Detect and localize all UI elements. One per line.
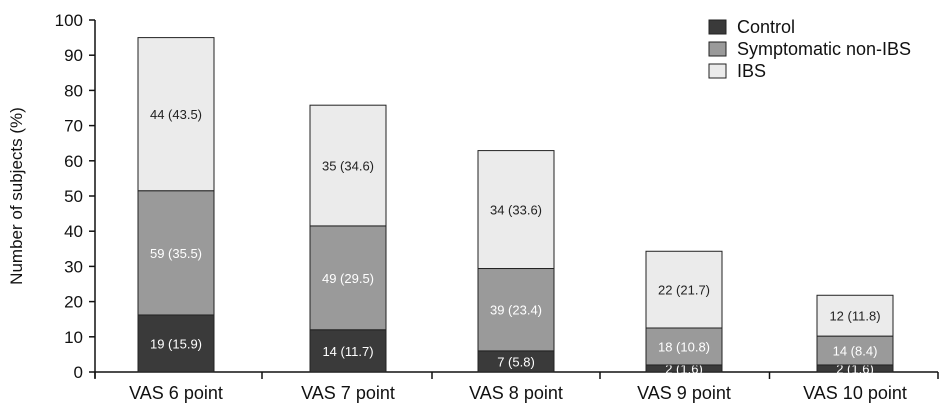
y-tick-label: 20	[64, 293, 83, 312]
legend-label: Control	[737, 17, 795, 37]
bar-segment	[816, 335, 894, 366]
data-label: 14 (8.4)	[833, 344, 878, 359]
y-tick-label: 0	[74, 363, 83, 382]
y-tick-label: 100	[55, 11, 83, 30]
bar-segment	[309, 225, 387, 331]
y-tick-label: 80	[64, 81, 83, 100]
data-label: 35 (34.6)	[322, 159, 374, 174]
bar-segment	[477, 150, 555, 270]
legend-swatch	[708, 19, 727, 35]
data-label: 7 (5.8)	[497, 354, 535, 369]
data-label: 19 (15.9)	[150, 336, 202, 351]
data-label: 18 (10.8)	[658, 339, 710, 354]
bar-segment	[477, 268, 555, 352]
legend-swatch	[708, 63, 727, 79]
y-tick-label: 60	[64, 152, 83, 171]
data-label: 49 (29.5)	[322, 271, 374, 286]
bar-segment	[309, 104, 387, 227]
y-tick-label: 50	[64, 187, 83, 206]
bar-segment	[137, 190, 215, 316]
y-tick-label: 40	[64, 222, 83, 241]
bar-segment	[645, 250, 723, 329]
data-label: 44 (43.5)	[150, 107, 202, 122]
data-label: 12 (11.8)	[829, 309, 880, 324]
x-category-label: VAS 6 point	[129, 383, 223, 403]
x-category-label: VAS 8 point	[469, 383, 563, 403]
bar-segment	[645, 327, 723, 366]
y-tick-label: 30	[64, 257, 83, 276]
axes: 0 10 20 30 40 50 60 70 80 90 100 VAS 6 point VAS 7 p…	[55, 11, 939, 403]
y-tick-label: 10	[64, 328, 83, 347]
x-category-label: VAS 7 point	[301, 383, 395, 403]
data-label: 39 (23.4)	[490, 303, 542, 318]
y-axis-title: Number of subjects (%)	[7, 107, 26, 285]
bar-segment	[816, 294, 894, 337]
bars: 19 (15.9) 59 (35.5) 44 (43.5) 14 (11.7) 49 (…	[137, 37, 894, 376]
legend-swatch	[708, 41, 727, 57]
legend-label: Symptomatic non-IBS	[737, 39, 911, 59]
data-label: 34 (33.6)	[490, 203, 542, 218]
bar-segment	[137, 314, 215, 373]
data-label: 14 (11.7)	[322, 344, 373, 359]
bar-segment	[137, 37, 215, 192]
data-label: 22 (21.7)	[658, 283, 710, 298]
x-category-label: VAS 10 point	[803, 383, 907, 403]
data-label: 59 (35.5)	[150, 246, 202, 261]
x-category-label: VAS 9 point	[637, 383, 731, 403]
legend-label: IBS	[737, 61, 766, 81]
bar-segment	[309, 329, 387, 373]
y-tick-label: 70	[64, 117, 83, 136]
y-tick-label: 90	[64, 46, 83, 65]
